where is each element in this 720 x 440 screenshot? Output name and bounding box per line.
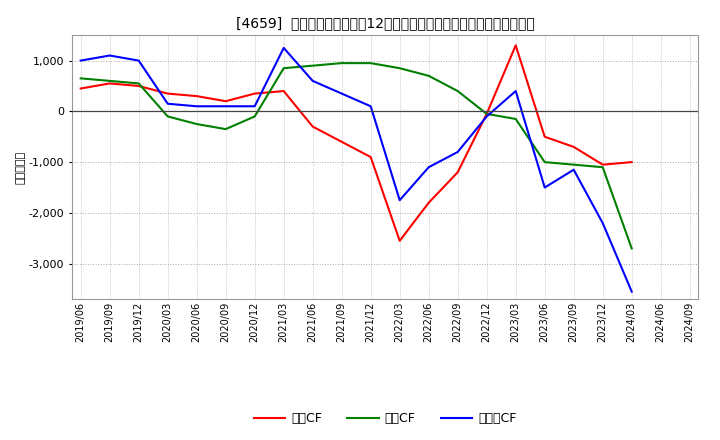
- 投資CF: [424, 73, 433, 78]
- 営業CF: [221, 99, 230, 104]
- フリーCF: [627, 289, 636, 294]
- 営業CF: [366, 154, 375, 160]
- 投資CF: [570, 162, 578, 167]
- Line: 営業CF: 営業CF: [81, 45, 631, 241]
- フリーCF: [366, 104, 375, 109]
- 営業CF: [338, 139, 346, 144]
- フリーCF: [338, 91, 346, 96]
- 営業CF: [251, 91, 259, 96]
- フリーCF: [511, 88, 520, 94]
- フリーCF: [135, 58, 143, 63]
- 投資CF: [135, 81, 143, 86]
- フリーCF: [76, 58, 85, 63]
- 投資CF: [366, 60, 375, 66]
- フリーCF: [424, 165, 433, 170]
- 営業CF: [163, 91, 172, 96]
- 投資CF: [105, 78, 114, 84]
- フリーCF: [251, 104, 259, 109]
- Legend: 営業CF, 投資CF, フリーCF: 営業CF, 投資CF, フリーCF: [249, 407, 521, 430]
- 投資CF: [482, 111, 491, 117]
- フリーCF: [308, 78, 317, 84]
- 営業CF: [279, 88, 288, 94]
- 投資CF: [395, 66, 404, 71]
- 営業CF: [192, 93, 201, 99]
- 投資CF: [279, 66, 288, 71]
- 営業CF: [424, 200, 433, 205]
- 投資CF: [76, 76, 85, 81]
- 投資CF: [454, 88, 462, 94]
- 営業CF: [482, 111, 491, 117]
- Line: 投資CF: 投資CF: [81, 63, 631, 249]
- フリーCF: [395, 198, 404, 203]
- フリーCF: [163, 101, 172, 106]
- 投資CF: [192, 121, 201, 127]
- フリーCF: [541, 185, 549, 190]
- フリーCF: [279, 45, 288, 51]
- フリーCF: [105, 53, 114, 58]
- 営業CF: [598, 162, 607, 167]
- 投資CF: [598, 165, 607, 170]
- 営業CF: [135, 83, 143, 88]
- 営業CF: [105, 81, 114, 86]
- 営業CF: [511, 43, 520, 48]
- Y-axis label: （百万円）: （百万円）: [16, 150, 26, 184]
- 営業CF: [454, 170, 462, 175]
- フリーCF: [482, 114, 491, 119]
- 営業CF: [570, 144, 578, 150]
- 投資CF: [627, 246, 636, 251]
- 投資CF: [251, 114, 259, 119]
- 投資CF: [541, 159, 549, 165]
- 営業CF: [308, 124, 317, 129]
- 投資CF: [511, 116, 520, 121]
- 投資CF: [338, 60, 346, 66]
- Title: [4659]  キャッシュフローの12か月移動合計の対前年同期増減額の推移: [4659] キャッシュフローの12か月移動合計の対前年同期増減額の推移: [236, 16, 534, 30]
- 投資CF: [308, 63, 317, 68]
- 投資CF: [163, 114, 172, 119]
- フリーCF: [454, 149, 462, 154]
- 営業CF: [541, 134, 549, 139]
- フリーCF: [570, 167, 578, 172]
- フリーCF: [221, 104, 230, 109]
- フリーCF: [598, 220, 607, 226]
- Line: フリーCF: フリーCF: [81, 48, 631, 292]
- 営業CF: [76, 86, 85, 91]
- フリーCF: [192, 104, 201, 109]
- 営業CF: [395, 238, 404, 243]
- 営業CF: [627, 159, 636, 165]
- 投資CF: [221, 126, 230, 132]
